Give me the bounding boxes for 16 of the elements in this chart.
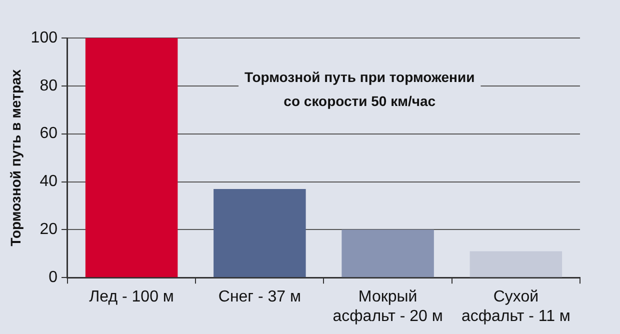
x-tick-label: Лед - 100 м (89, 288, 174, 306)
x-tick-label: Сухой асфальт - 11 м (461, 288, 570, 325)
y-tick-label: 80 (40, 77, 58, 94)
y-tick-label: 0 (48, 269, 58, 286)
y-axis-title: Тормозной путь в метрах (7, 69, 24, 246)
bar (85, 38, 178, 278)
bar (470, 251, 562, 278)
y-tick-label: 60 (40, 125, 58, 142)
x-tick-label: Снег - 37 м (218, 288, 301, 306)
y-tick-label: 100 (30, 29, 58, 46)
y-tick-label: 40 (40, 173, 58, 190)
bar (342, 230, 434, 278)
x-tick-label: Мокрый асфальт - 20 м (332, 288, 443, 325)
bar (214, 188, 306, 278)
text: Тормозной путь при торможении со скорости 50 км/час (244, 68, 475, 109)
y-tick-label: 20 (40, 221, 58, 238)
